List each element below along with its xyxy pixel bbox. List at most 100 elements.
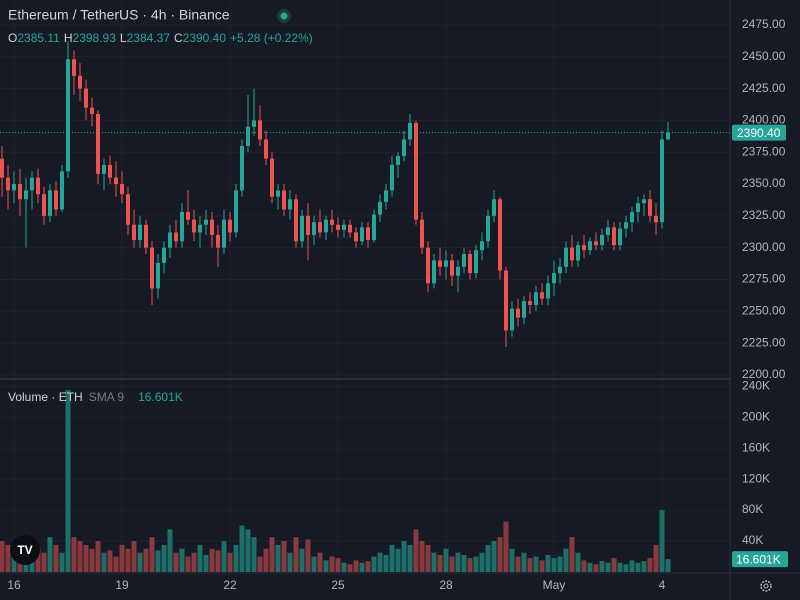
candle-body xyxy=(504,270,508,331)
volume-legend: Volume · ETH SMA 9 16.601K xyxy=(8,390,183,404)
candle-body xyxy=(360,227,364,242)
candle-body xyxy=(654,215,658,223)
candle-body xyxy=(480,241,484,251)
y-tick-label: 2475.00 xyxy=(742,17,786,31)
candle-body xyxy=(48,190,52,216)
volume-bar xyxy=(167,529,173,572)
volume-bar xyxy=(227,552,233,572)
volume-bar xyxy=(317,552,323,572)
x-tick-label: May xyxy=(543,578,566,592)
volume-bar xyxy=(335,558,341,572)
volume-bar xyxy=(257,556,263,572)
volume-tick-label: 240K xyxy=(742,378,770,392)
volume-bar xyxy=(245,529,251,572)
volume-bar xyxy=(173,552,179,572)
volume-bar xyxy=(191,552,197,572)
volume-bar xyxy=(221,541,227,572)
candle-body xyxy=(348,224,352,233)
candle-body xyxy=(336,224,340,230)
last-volume-label: 16.601K xyxy=(736,552,781,566)
candle-body xyxy=(600,234,604,246)
candle-body xyxy=(168,232,172,248)
candle-body xyxy=(192,219,196,233)
volume-bar xyxy=(527,558,533,572)
volume-bar xyxy=(155,550,161,572)
volume-bar xyxy=(431,552,437,572)
last-price-label: 2390.40 xyxy=(737,126,781,140)
volume-bar xyxy=(203,554,209,572)
logo: TV xyxy=(10,535,40,565)
legend-text: O xyxy=(8,31,17,45)
volume-bar xyxy=(455,552,461,572)
candle-body xyxy=(474,250,478,274)
y-tick-label: 2325.00 xyxy=(742,208,786,222)
candle-body xyxy=(342,224,346,230)
volume-bar xyxy=(485,544,491,572)
legend-text: Volume · ETH xyxy=(8,390,83,404)
candle-body xyxy=(6,177,10,191)
volume-bar xyxy=(95,541,101,572)
candle-body xyxy=(564,247,568,267)
candle-body xyxy=(84,88,88,108)
volume-bar xyxy=(521,552,527,572)
volume-bar xyxy=(209,548,215,572)
volume-bar xyxy=(299,548,305,572)
volume-bar xyxy=(479,552,485,572)
y-tick-label: 2250.00 xyxy=(742,303,786,317)
grid xyxy=(0,0,730,572)
volume-bar xyxy=(443,548,449,572)
volume-bar xyxy=(83,544,89,572)
volume-bar xyxy=(137,552,143,572)
marks xyxy=(0,41,730,572)
volume-bar xyxy=(497,537,503,572)
volume-bar xyxy=(533,556,539,572)
x-tick-label: 22 xyxy=(223,578,237,592)
volume-tick-label: 200K xyxy=(742,409,770,423)
volume-bar xyxy=(275,544,281,572)
settings-icon[interactable] xyxy=(760,580,772,592)
candle-body xyxy=(36,177,40,195)
candle-body xyxy=(660,139,664,223)
last-volume-box xyxy=(732,551,788,568)
volume-bar xyxy=(251,537,257,572)
candle-body xyxy=(102,164,106,174)
volume-bar xyxy=(113,556,119,572)
volume-bar xyxy=(467,558,473,572)
candle-body xyxy=(396,156,400,165)
volume-bar xyxy=(629,560,635,572)
legend-text: 2398.93 xyxy=(73,31,117,45)
candle-body xyxy=(642,199,646,204)
candle-body xyxy=(42,194,46,216)
legend-text: 16.601K xyxy=(138,390,183,404)
candle-body xyxy=(402,139,406,157)
candle-body xyxy=(378,201,382,215)
candle-body xyxy=(138,224,142,241)
candle-body xyxy=(540,292,544,299)
candle-body xyxy=(90,107,94,115)
volume-bar xyxy=(665,559,671,572)
candle-body xyxy=(444,260,448,267)
volume-bar xyxy=(5,544,11,572)
candle-body xyxy=(630,212,634,223)
volume-bar xyxy=(383,554,389,572)
volume-bar xyxy=(107,550,113,572)
legend-text: C xyxy=(174,31,183,45)
volume-bar xyxy=(461,554,467,572)
candle-body xyxy=(414,122,418,220)
y-tick-label: 2300.00 xyxy=(742,240,786,254)
volume-bar xyxy=(131,541,137,572)
volume-bar xyxy=(0,541,5,572)
legend-text: 2384.37 xyxy=(127,31,171,45)
volume-bar xyxy=(233,544,239,572)
candle-body xyxy=(66,59,70,172)
candle-body xyxy=(270,158,274,197)
candle-body xyxy=(78,75,82,89)
volume-bar xyxy=(587,562,593,572)
y-tick-label: 2275.00 xyxy=(742,272,786,286)
volume-bar xyxy=(575,552,581,572)
volume-bar xyxy=(611,558,617,572)
candle-body xyxy=(204,219,208,225)
volume-bar xyxy=(143,548,149,572)
volume-tick-label: 80K xyxy=(742,502,763,516)
volume-bar xyxy=(539,560,545,572)
